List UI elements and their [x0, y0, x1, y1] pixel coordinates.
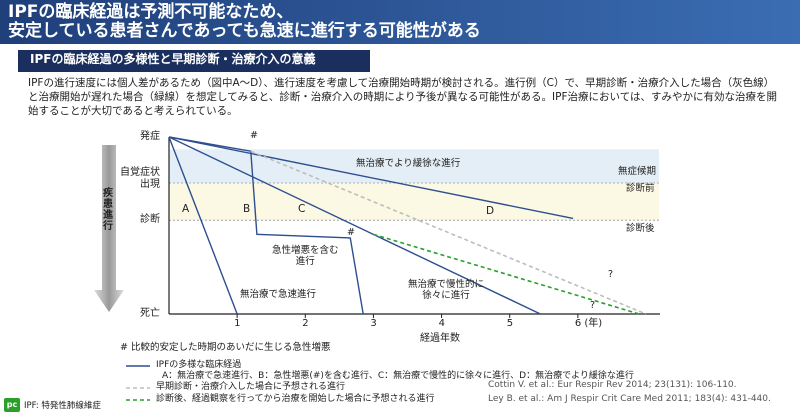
legend-note: A：無治療で急速進行、B：急性増悪(#)を含む進行、C：無治療で慢性的に徐々に進…	[162, 371, 634, 381]
phase-label: 診断後	[626, 223, 655, 235]
annotation: ?	[590, 300, 596, 311]
legend-label: IPFの多様な臨床経過	[156, 360, 242, 370]
y-tick-label: 発症	[140, 131, 160, 142]
x-axis-title: 経過年数	[420, 333, 460, 344]
section-bg	[18, 50, 370, 72]
series-label: B	[243, 203, 251, 215]
series-line	[168, 136, 574, 220]
annotation: 無治療でより緩徐な進行	[356, 158, 461, 169]
y-arrow	[94, 145, 124, 312]
x-tick-label: 2	[302, 318, 309, 329]
header-bg	[0, 0, 800, 44]
legend-label: 診断後、経過観察を行ってから治療を開始した場合に予想される進行	[156, 394, 435, 404]
phase-label: 診断前	[626, 183, 655, 195]
series-label: A	[182, 203, 190, 215]
series-line	[250, 150, 647, 315]
x-tick-label: 6 (年)	[574, 318, 603, 329]
series-label: D	[486, 205, 495, 217]
title: IPFの臨床経過は予測不可能なため、 安定している患者さんであっても急速に進行する…	[8, 3, 481, 41]
x-tick-label: 3	[370, 318, 377, 329]
body-text: IPFの進行速度には個人差があるため（図中A～D）、進行速度を考慮して治療開始時…	[28, 77, 777, 117]
y-tick-label: 診断	[140, 214, 160, 226]
footnote: # 比較的安定した時期のあいだに生じる急性増悪	[120, 342, 331, 353]
series-label: C	[298, 203, 306, 215]
title-line: IPFの臨床経過は予測不可能なため、	[8, 2, 294, 22]
annotation: 無治療で急速進行	[240, 289, 317, 300]
footer-note: IPF: 特発性肺線維症	[24, 401, 101, 411]
y-axis-title: 疾患進行	[103, 188, 113, 232]
series-line	[373, 233, 640, 315]
phase-band	[169, 183, 659, 221]
section-title: IPFの臨床経過の多様性と早期診断・治療介入の意義	[30, 52, 316, 66]
x-tick-label: 5	[506, 318, 514, 329]
series-line	[168, 136, 238, 315]
series-line	[168, 136, 364, 315]
phase-label: 無症候期	[618, 166, 657, 178]
legend-label: 早期診断・治療介入した場合に予想される進行	[156, 382, 346, 392]
logo-bg	[4, 398, 20, 412]
annotation: #	[347, 227, 355, 238]
annotation: 急性増悪を含む 進行	[272, 245, 339, 267]
y-tick-label: 自覚症状 出現	[120, 167, 160, 190]
series-line	[168, 136, 541, 315]
title-line: 安定している患者さんであっても急速に進行する可能性がある	[8, 21, 481, 41]
phase-band	[169, 220, 659, 314]
reference: Cottin V. et al.: Eur Respir Rev 2014; 2…	[488, 380, 737, 390]
annotation: 無治療で慢性的に 徐々に進行	[408, 279, 485, 301]
annotation: #	[250, 130, 258, 141]
y-tick-label: 死亡	[140, 308, 160, 319]
logo: pc	[6, 400, 18, 409]
reference: Ley B. et al.: Am J Respir Crit Care Med…	[488, 394, 771, 404]
annotation: ?	[608, 269, 614, 280]
x-tick-label: 4	[438, 318, 445, 329]
x-tick-label: 1	[234, 318, 241, 329]
